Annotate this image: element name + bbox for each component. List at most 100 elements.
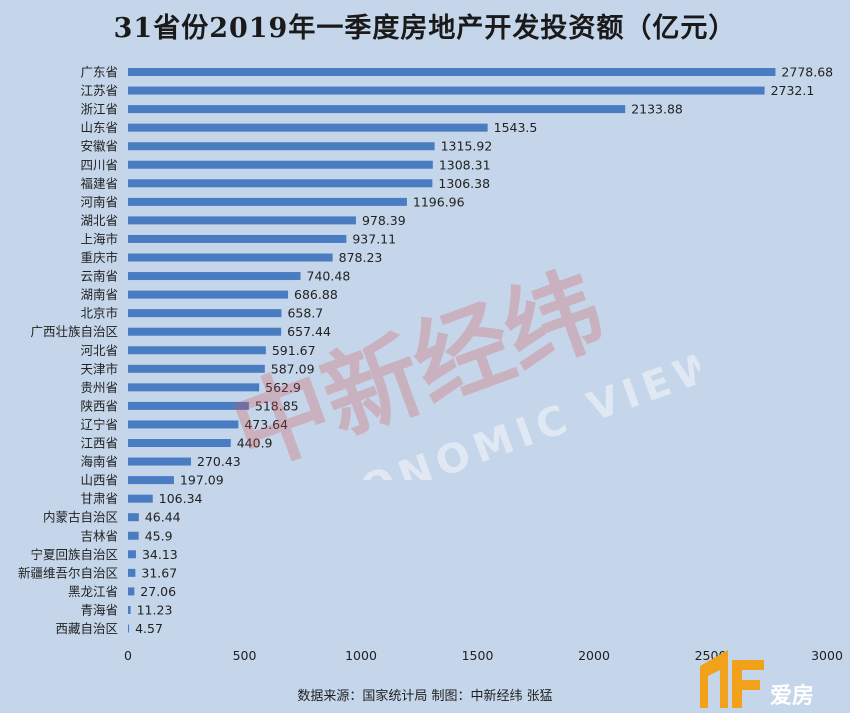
value-label: 658.7 [287, 306, 323, 321]
category-label: 江西省 [80, 436, 118, 451]
category-label: 天津市 [80, 361, 118, 376]
source-note: 数据来源：国家统计局 制图：中新经纬 张猛 [297, 689, 553, 704]
bar [128, 197, 407, 206]
category-label: 甘肃省 [80, 491, 118, 506]
bar [128, 531, 139, 540]
category-label: 贵州省 [80, 380, 118, 395]
value-label: 4.57 [135, 621, 163, 636]
bar [128, 513, 139, 522]
category-label: 福建省 [80, 176, 118, 191]
value-label: 518.85 [255, 398, 299, 413]
bar [128, 86, 765, 95]
value-label: 45.9 [145, 528, 173, 543]
category-label: 内蒙古自治区 [43, 510, 118, 525]
logo-mark-icon [700, 650, 728, 708]
aifang-logo [700, 650, 764, 708]
bar [128, 160, 433, 169]
bar [128, 105, 626, 114]
bar [128, 142, 435, 151]
value-label: 686.88 [294, 287, 338, 302]
value-label: 197.09 [180, 473, 224, 488]
bar [128, 253, 333, 262]
value-label: 270.43 [197, 454, 241, 469]
bar [128, 234, 347, 243]
bar [128, 439, 231, 447]
bar [128, 272, 301, 281]
x-tick-label: 2000 [578, 648, 610, 663]
bar [128, 420, 239, 429]
category-label: 四川省 [80, 157, 118, 172]
category-label: 海南省 [80, 454, 118, 469]
category-label: 山东省 [80, 120, 118, 135]
value-label: 1315.92 [441, 139, 493, 154]
bar [128, 605, 131, 614]
x-tick-label: 3000 [811, 648, 843, 663]
bar [128, 68, 776, 76]
value-label: 1308.31 [439, 157, 491, 172]
x-axis-ticks: 0 500 1000 1500 2000 2500 3000 [124, 648, 843, 663]
category-label: 西藏自治区 [55, 621, 118, 636]
category-label: 江苏省 [80, 83, 118, 98]
chart-title: 31省份2019年一季度房地产开发投资额（亿元） [113, 13, 737, 44]
bar [128, 624, 130, 633]
category-label: 宁夏回族自治区 [30, 547, 118, 562]
value-label: 937.11 [352, 231, 396, 246]
value-label: 34.13 [142, 547, 178, 562]
value-label: 473.64 [244, 417, 288, 432]
value-label: 587.09 [271, 361, 315, 376]
category-labels: 广东省江苏省浙江省山东省安徽省四川省福建省河南省湖北省上海市重庆市云南省湖南省北… [18, 65, 118, 637]
bar [128, 216, 356, 225]
value-label: 2133.88 [631, 102, 683, 117]
category-label: 广西壮族自治区 [30, 324, 118, 339]
bar [128, 327, 282, 336]
category-label: 黑龙江省 [68, 584, 118, 599]
x-tick-label: 500 [233, 648, 257, 663]
category-label: 云南省 [80, 269, 118, 284]
logo-mark-f-icon [732, 660, 764, 708]
bar [128, 457, 192, 466]
category-label: 湖南省 [80, 287, 118, 302]
category-label: 新疆维吾尔自治区 [18, 565, 118, 580]
category-label: 重庆市 [80, 250, 118, 265]
logo-text: 爱房 [770, 684, 815, 709]
bar [128, 309, 282, 318]
value-label: 46.44 [145, 510, 181, 525]
category-label: 北京市 [80, 306, 118, 321]
value-label: 657.44 [287, 324, 331, 339]
category-label: 湖北省 [80, 213, 118, 228]
category-label: 吉林省 [80, 528, 118, 543]
category-label: 河南省 [80, 194, 118, 209]
value-label: 878.23 [339, 250, 383, 265]
category-label: 广东省 [80, 65, 118, 80]
bar [128, 346, 266, 355]
bars-layer [128, 68, 776, 633]
bar [128, 179, 433, 188]
value-label: 1196.96 [413, 194, 465, 209]
value-label: 2732.1 [771, 83, 815, 98]
value-label: 2778.68 [781, 65, 833, 80]
value-label: 978.39 [362, 213, 406, 228]
x-tick-label: 1000 [345, 648, 377, 663]
value-label: 740.48 [307, 269, 351, 284]
value-label: 106.34 [159, 491, 203, 506]
x-tick-label: 0 [124, 648, 132, 663]
value-label: 440.9 [237, 436, 273, 451]
category-label: 河北省 [80, 343, 118, 358]
category-label: 辽宁省 [80, 417, 118, 432]
bar [128, 290, 289, 299]
category-label: 陕西省 [80, 398, 118, 413]
category-label: 安徽省 [80, 139, 118, 154]
bar [128, 401, 249, 410]
category-label: 浙江省 [80, 102, 118, 117]
bar [128, 476, 174, 485]
category-label: 山西省 [80, 473, 118, 488]
value-label: 11.23 [137, 602, 173, 617]
x-tick-label: 1500 [462, 648, 494, 663]
value-label: 31.67 [141, 565, 177, 580]
value-label: 562.9 [265, 380, 301, 395]
value-label: 27.06 [140, 584, 176, 599]
bar [128, 587, 135, 596]
category-label: 上海市 [80, 231, 118, 246]
